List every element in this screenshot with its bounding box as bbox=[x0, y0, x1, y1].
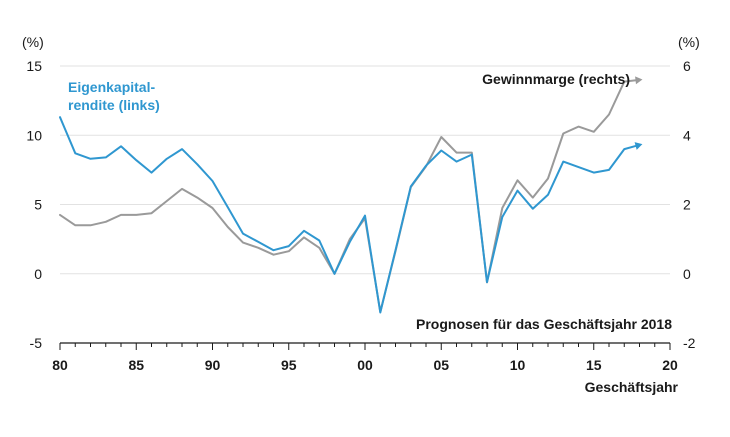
forecast-arrow-eigenkapitalrendite bbox=[634, 142, 643, 150]
y-right-tick-label: 4 bbox=[683, 127, 691, 143]
series-label-eigenkapitalrendite: rendite (links) bbox=[68, 97, 160, 113]
x-tick-label: 80 bbox=[52, 357, 68, 373]
y-right-unit-label: (%) bbox=[678, 34, 700, 50]
y-left-tick-label: 0 bbox=[34, 266, 42, 282]
series-label-eigenkapitalrendite: Eigenkapital- bbox=[68, 79, 155, 95]
forecast-arrow-gewinnmarge bbox=[635, 76, 643, 85]
y-left-tick-label: -5 bbox=[30, 335, 43, 351]
y-right-tick-label: -2 bbox=[683, 335, 696, 351]
axes bbox=[59, 342, 671, 350]
series-line-eigenkapitalrendite bbox=[59, 116, 641, 314]
y-right-tick-label: 0 bbox=[683, 266, 691, 282]
x-tick-label: 20 bbox=[662, 357, 678, 373]
x-tick-label: 15 bbox=[586, 357, 602, 373]
x-tick-label: 00 bbox=[357, 357, 373, 373]
forecast-annotation: Prognosen für das Geschäftsjahr 2018 bbox=[416, 316, 672, 332]
x-tick-label: 05 bbox=[433, 357, 449, 373]
x-tick-label: 85 bbox=[128, 357, 144, 373]
y-right-tick-label: 6 bbox=[683, 58, 691, 74]
series-lines bbox=[59, 76, 643, 314]
x-tick-label: 90 bbox=[205, 357, 221, 373]
y-left-tick-label: 10 bbox=[26, 127, 42, 143]
series-label-gewinnmarge: Gewinnmarge (rechts) bbox=[482, 71, 630, 87]
y-left-tick-label: 5 bbox=[34, 197, 42, 213]
x-axis-label: Geschäftsjahr bbox=[585, 379, 679, 395]
y-left-tick-label: 15 bbox=[26, 58, 42, 74]
series-line-gewinnmarge bbox=[59, 78, 641, 313]
x-tick-label: 10 bbox=[510, 357, 526, 373]
y-left-unit-label: (%) bbox=[22, 34, 44, 50]
x-tick-label: 95 bbox=[281, 357, 297, 373]
y-right-tick-label: 2 bbox=[683, 197, 691, 213]
